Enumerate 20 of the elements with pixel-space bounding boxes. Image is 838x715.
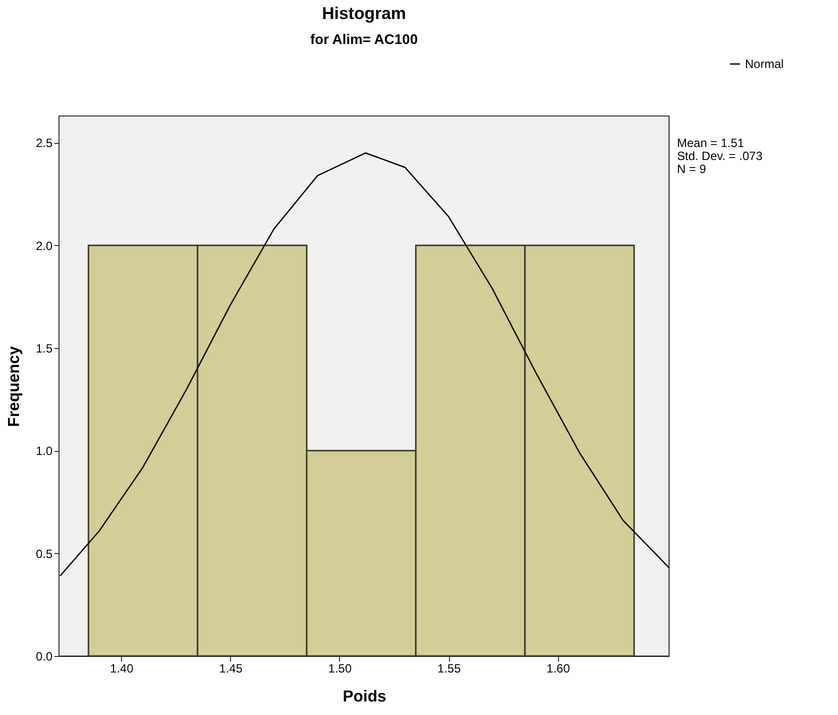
y-tick-label: 2.5 [36, 136, 53, 150]
y-axis-title: Frequency [6, 346, 23, 427]
text: N = 9 [677, 162, 706, 176]
x-tick-label: 1.45 [219, 662, 243, 676]
text: Mean = 1.51 [677, 136, 744, 150]
x-tick-label: 1.55 [437, 662, 462, 676]
chart-subtitle: for Alim= AC100 [310, 31, 418, 47]
y-tick-label: 1.0 [36, 444, 53, 458]
x-tick-label: 1.40 [110, 662, 134, 676]
y-tick-label: 0.0 [36, 650, 53, 664]
x-tick-label: 1.60 [546, 662, 570, 676]
legend-label: Normal [745, 57, 784, 71]
y-tick-label: 0.5 [36, 546, 53, 561]
chart-title: Histogram [322, 4, 406, 23]
line-series [59, 152, 669, 577]
y-tick-label: 2.0 [36, 238, 53, 253]
x-tick-label: 1.50 [328, 662, 352, 676]
x-axis-title: Poids [342, 688, 386, 706]
y-tick-label: 1.5 [36, 342, 53, 356]
text: Std. Dev. = .073 [677, 149, 763, 163]
